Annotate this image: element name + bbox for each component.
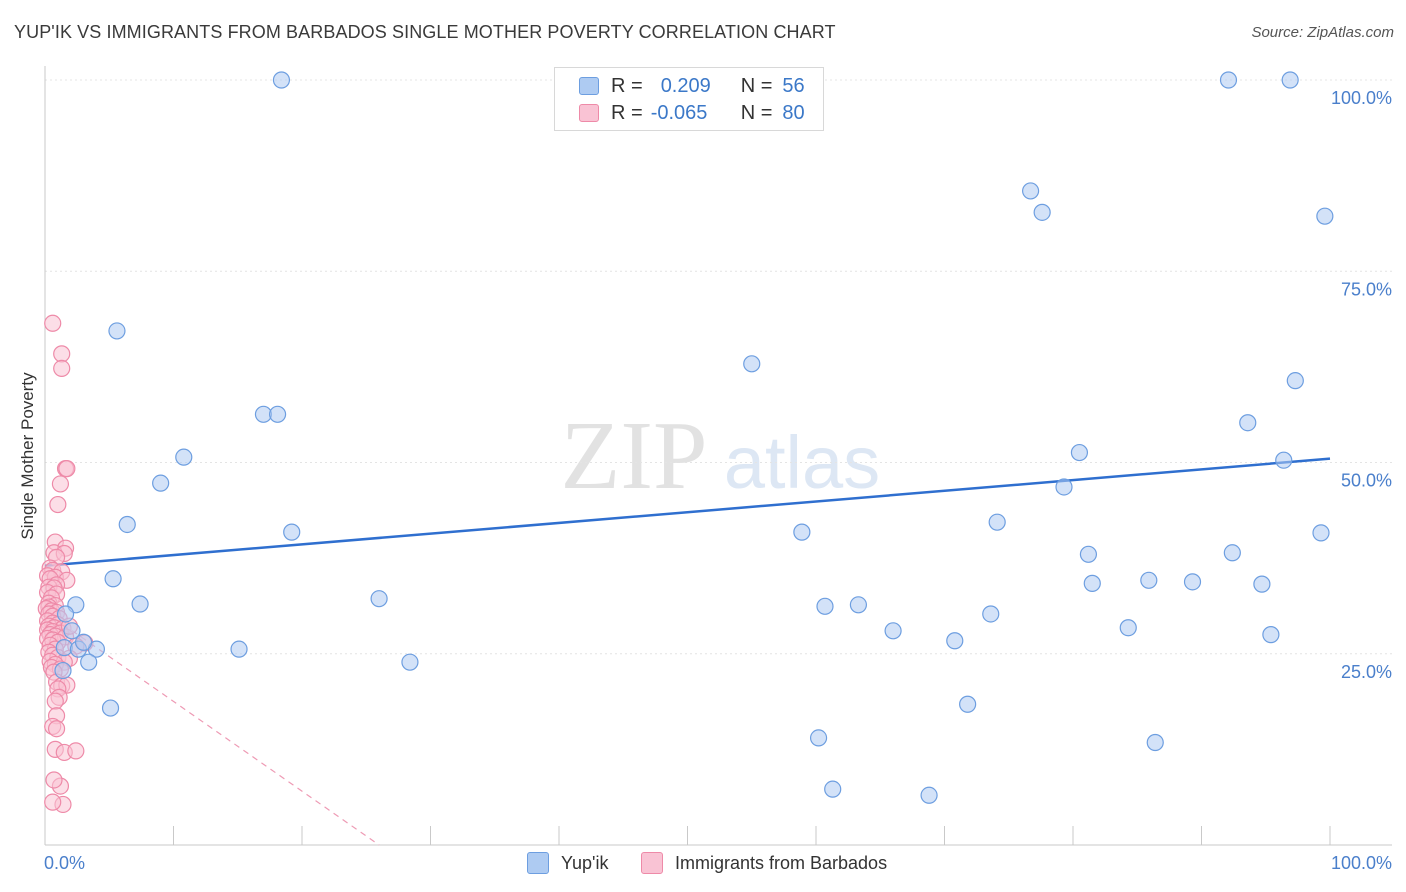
point-yupik (743, 355, 761, 373)
y-tick-label: 25.0% (1341, 662, 1392, 682)
x-tick-label: 100.0% (1331, 853, 1392, 873)
source-label: Source: ZipAtlas.com (1251, 24, 1394, 41)
series-legend: Yup'ik Immigrants from Barbados (0, 852, 1406, 878)
y-tick-label: 75.0% (1341, 279, 1392, 299)
watermark-zip: ZIP (561, 402, 708, 510)
point-barbados (45, 771, 63, 789)
legend-swatch-barbados (579, 104, 599, 122)
point-barbados (49, 495, 67, 514)
point-yupik (80, 653, 98, 671)
point-barbados (44, 314, 62, 332)
point-yupik (1239, 414, 1257, 432)
point-yupik (56, 605, 75, 623)
point-yupik (1146, 733, 1164, 752)
series-label-yupik: Yup'ik (561, 852, 609, 873)
point-yupik (1140, 571, 1158, 589)
point-yupik (1119, 619, 1137, 637)
point-barbados (58, 460, 76, 478)
point-yupik (1083, 574, 1101, 592)
point-yupik (959, 695, 977, 713)
point-yupik (63, 622, 81, 640)
tick-labels: 25.0% 50.0% 75.0% 100.0% 0.0% 100.0% (44, 88, 1392, 873)
legend-r-value: -0.065 (650, 102, 708, 124)
point-yupik (108, 322, 126, 340)
point-yupik (1312, 524, 1330, 542)
point-yupik (1223, 544, 1241, 562)
point-yupik (824, 780, 842, 798)
legend-n-value: 56 (782, 75, 805, 97)
point-yupik (1033, 203, 1051, 221)
point-yupik (1281, 71, 1299, 89)
point-yupik (175, 448, 193, 466)
point-yupik (1183, 573, 1202, 591)
point-barbados (46, 692, 64, 710)
point-yupik (54, 661, 72, 680)
point-barbados (44, 793, 62, 811)
point-yupik (946, 632, 964, 650)
correlation-legend: R = 0.209 N = 56 R = -0.065 N = 80 (554, 67, 824, 131)
series-swatch-barbados (641, 852, 663, 874)
point-yupik (74, 633, 93, 651)
point-yupik (1316, 207, 1334, 225)
point-yupik (1055, 478, 1073, 496)
grid-lines (45, 79, 1392, 655)
point-yupik (849, 596, 868, 614)
point-yupik (1079, 545, 1098, 563)
point-barbados (53, 359, 71, 378)
point-yupik (101, 699, 120, 717)
series-legend-yupik: Yup'ik (527, 852, 608, 874)
y-tick-label: 50.0% (1341, 471, 1392, 491)
series-legend-barbados: Immigrants from Barbados (641, 852, 887, 874)
point-yupik (988, 513, 1006, 531)
legend-swatch-yupik (579, 77, 599, 95)
series-swatch-yupik (527, 852, 549, 874)
point-yupik (230, 640, 248, 658)
point-yupik (152, 474, 170, 492)
data-points (37, 71, 1334, 814)
point-yupik (370, 590, 388, 608)
legend-n-label: N = (740, 102, 773, 124)
point-yupik (118, 515, 136, 534)
point-yupik (1262, 626, 1280, 644)
point-barbados (47, 720, 66, 738)
legend-r-value: 0.209 (660, 75, 711, 97)
point-yupik (131, 595, 149, 613)
legend-r-label: R = (611, 102, 643, 124)
series-label-barbados: Immigrants from Barbados (675, 852, 888, 873)
point-yupik (272, 71, 291, 89)
point-barbados (67, 742, 85, 760)
point-yupik (104, 570, 122, 588)
point-yupik (268, 405, 287, 423)
point-barbados (51, 475, 70, 493)
point-yupik (1286, 372, 1304, 390)
legend-n-value: 80 (782, 102, 805, 124)
point-yupik (793, 523, 811, 541)
x-tick-label: 0.0% (44, 853, 85, 873)
legend-n-label: N = (740, 75, 773, 97)
legend-r-label: R = (611, 75, 643, 97)
legend-row-yupik: R = 0.209 N = 56 (579, 73, 805, 99)
y-tick-label: 100.0% (1331, 88, 1392, 108)
point-yupik (1253, 575, 1271, 593)
point-yupik (920, 786, 938, 804)
chart-title: YUP'IK VS IMMIGRANTS FROM BARBADOS SINGL… (14, 22, 836, 42)
legend-row-barbados: R = -0.065 N = 80 (579, 100, 805, 126)
point-yupik (982, 605, 1000, 623)
point-barbados (53, 345, 71, 363)
point-yupik (809, 729, 828, 747)
axes (44, 66, 1392, 846)
point-yupik (1070, 443, 1089, 462)
point-yupik (884, 622, 902, 640)
point-yupik (816, 597, 834, 615)
point-yupik (1219, 71, 1238, 89)
point-yupik (401, 653, 419, 671)
point-yupik (1021, 182, 1040, 200)
point-yupik (1275, 451, 1293, 469)
point-yupik (283, 523, 301, 541)
trend-line-yupik (44, 457, 1331, 568)
point-yupik (55, 639, 73, 657)
